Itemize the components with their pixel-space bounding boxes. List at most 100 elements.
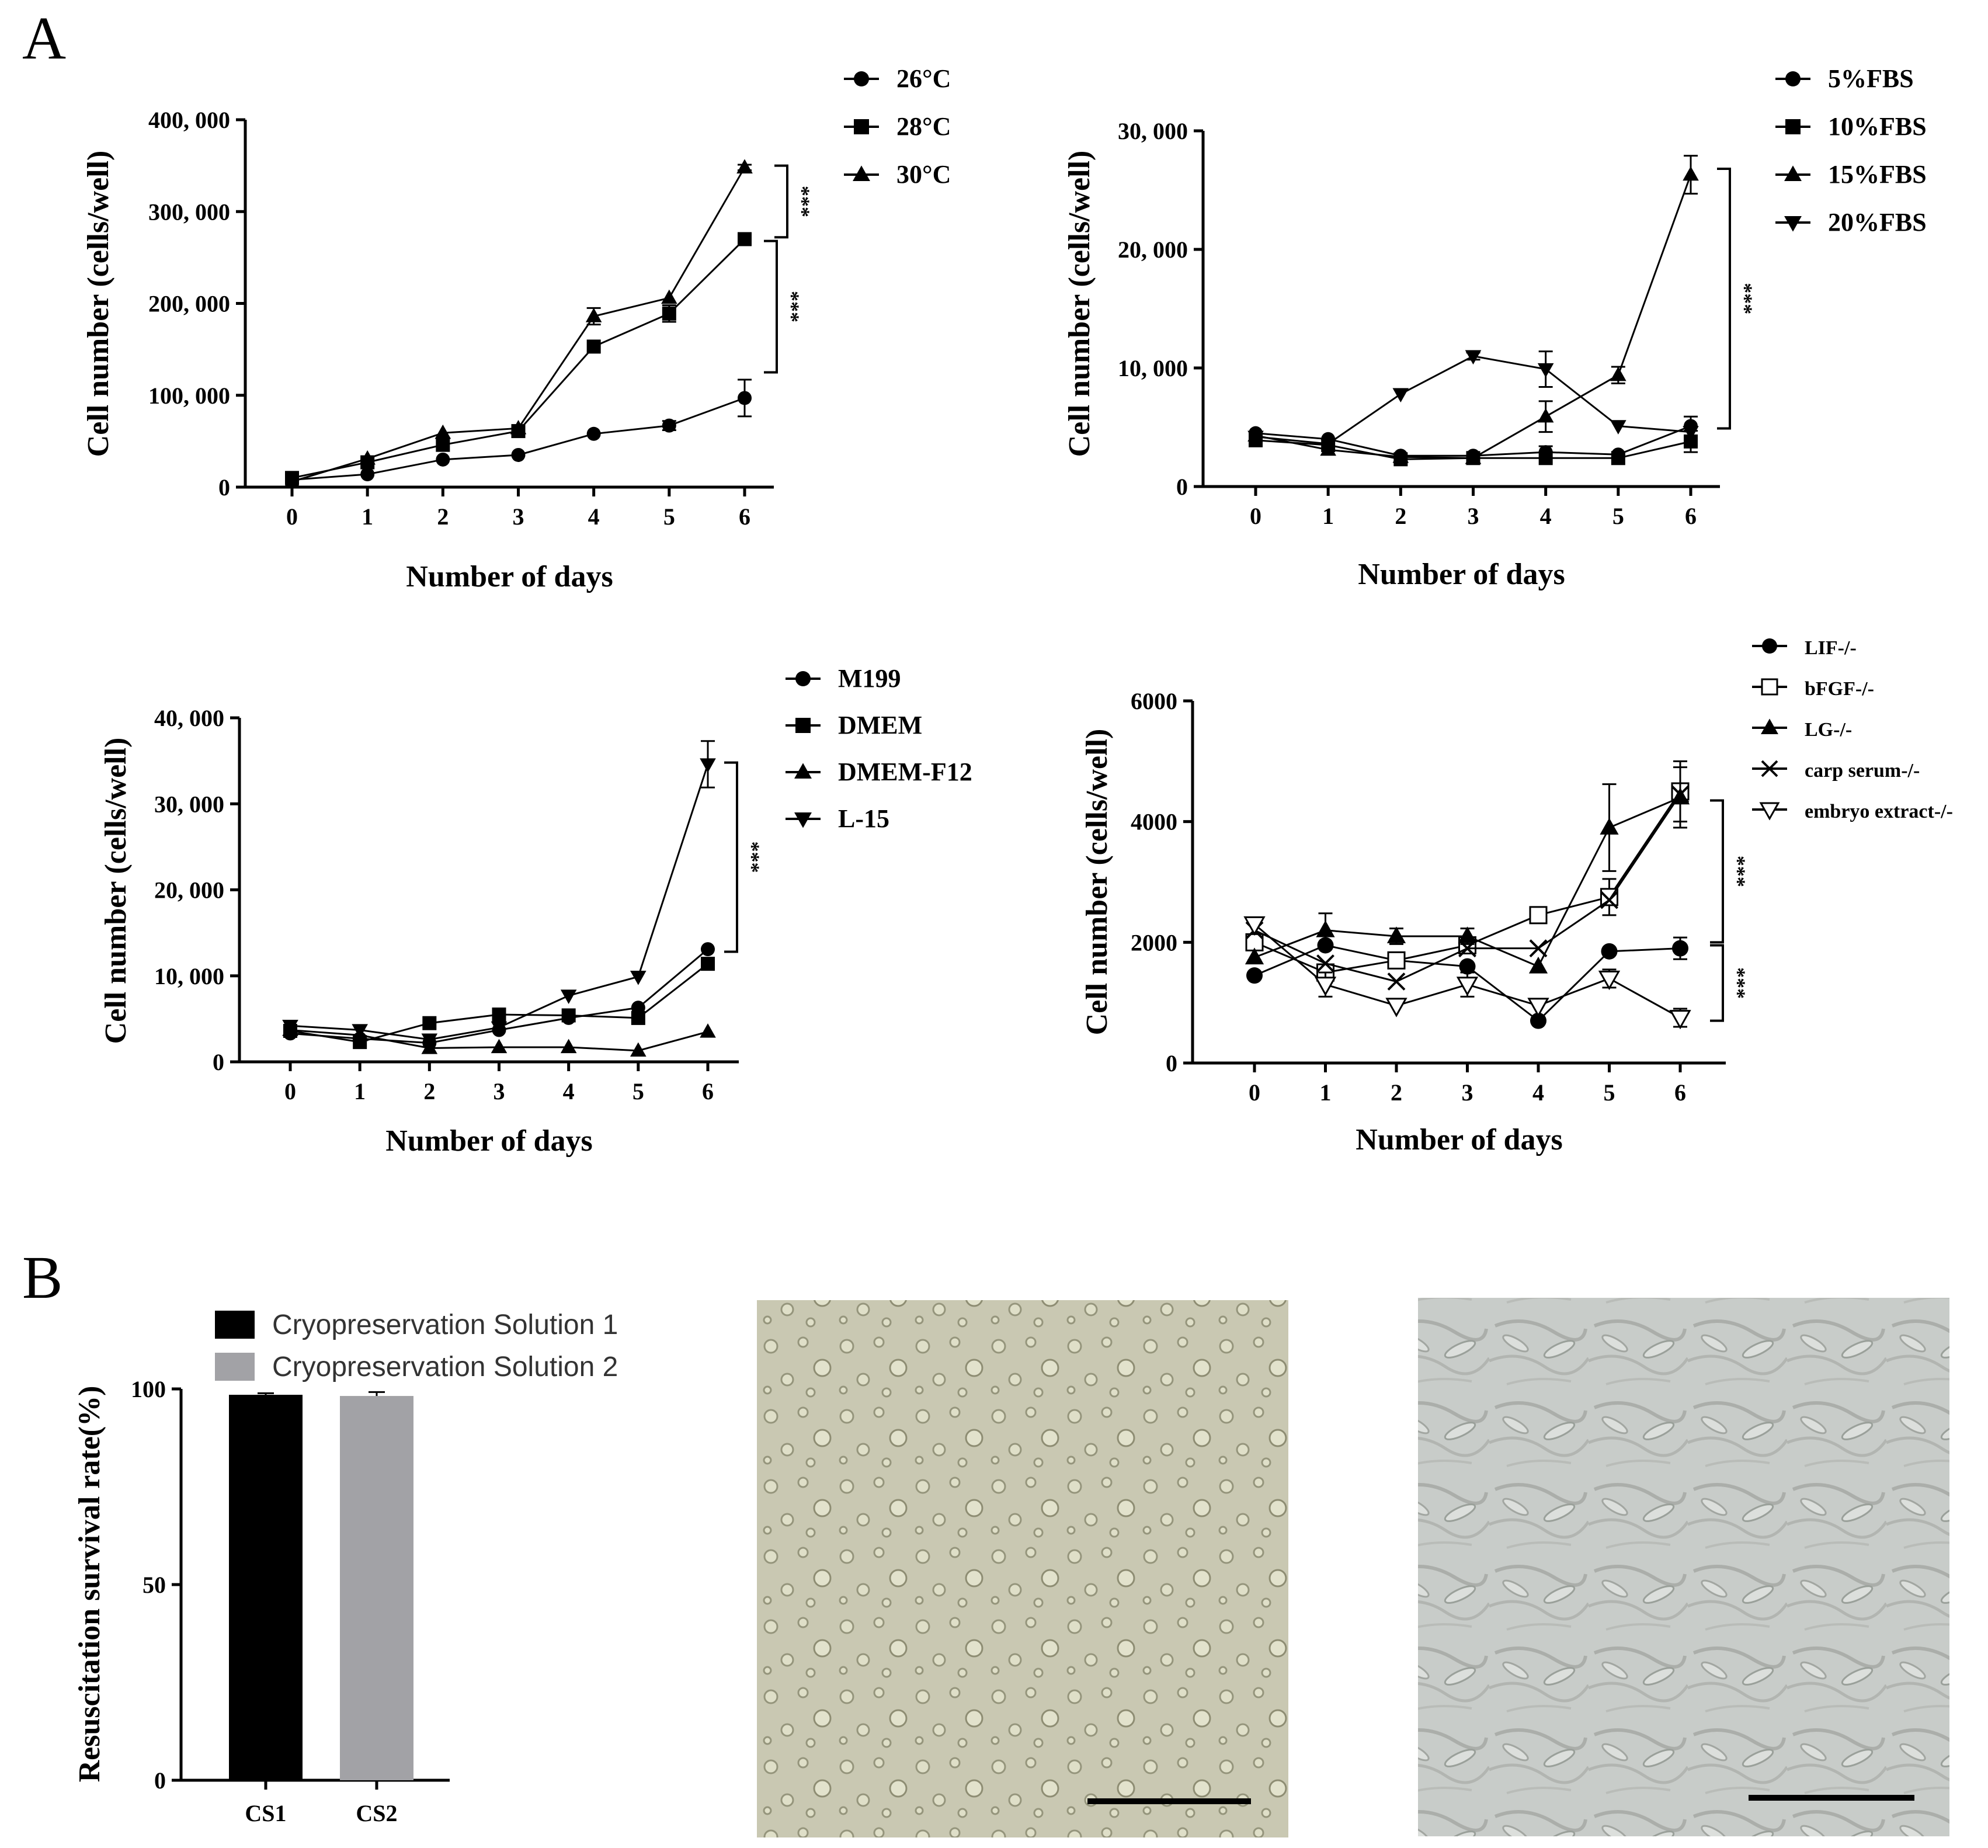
y-tick-label: 0: [1176, 474, 1188, 500]
legend-label: LIF-/-: [1805, 637, 1857, 659]
x-tick-label: 4: [563, 1078, 575, 1104]
data-point: [359, 450, 376, 465]
series-4: [1243, 916, 1691, 1030]
chart-temperature: 0 100, 000 200, 000 300, 000 400, 000 0 1 2 3 4 5 6…: [82, 64, 951, 593]
legend-label: embryo extract-/-: [1805, 801, 1953, 822]
x-tick-label: 4: [588, 503, 600, 530]
x-tick-label: 6: [702, 1078, 714, 1104]
data-point: [1598, 970, 1621, 991]
data-point: [1465, 350, 1482, 365]
x-tick-label: 5: [663, 503, 675, 530]
legend: M199 DMEM DMEM-F12 L-15: [786, 664, 972, 833]
y-axis-title: Cell number (cells/well): [99, 738, 133, 1044]
y-tick-label: 40, 000: [154, 705, 224, 731]
data-point: [630, 971, 647, 985]
x-tick-label: 5: [1604, 1079, 1615, 1106]
data-point: [1386, 926, 1406, 943]
data-point: [560, 1038, 577, 1054]
data-point: [1600, 818, 1619, 835]
y-tick-label: 400, 000: [148, 107, 230, 133]
data-point: [736, 159, 753, 173]
data-point: [1601, 943, 1618, 960]
legend-marker: [794, 763, 812, 779]
y-axis-title: Cell number (cells/well): [1063, 151, 1096, 457]
legend-marker: [795, 671, 811, 686]
legend-marker: [853, 165, 870, 182]
data-point: [1243, 916, 1266, 936]
data-point: [1600, 891, 1618, 909]
series-2: [284, 159, 753, 488]
legend-label: Cryopreservation Solution 2: [272, 1352, 618, 1382]
data-point: [491, 1038, 508, 1054]
legend-label: 26°C: [896, 64, 951, 93]
data-point: [352, 1024, 368, 1038]
x-tick-label: 3: [493, 1078, 505, 1104]
bar: [229, 1395, 303, 1780]
panel-letter-b: B: [22, 1244, 62, 1311]
y-axis-title: Resuscitation survival rate(%): [73, 1386, 106, 1783]
data-point: [560, 989, 577, 1005]
data-point: [282, 1019, 298, 1034]
significance-bracket: [774, 164, 788, 239]
x-tick-label: 1: [1322, 503, 1334, 529]
series-1: [285, 232, 752, 485]
panel-letter-a: A: [22, 5, 66, 72]
x-tick-label: 6: [1685, 503, 1697, 529]
y-tick-label: 20, 000: [154, 877, 224, 904]
data-point: [701, 957, 715, 971]
y-tick-label: 10, 000: [154, 963, 224, 989]
series-1: [283, 957, 715, 1050]
data-point: [436, 452, 450, 467]
legend: Cryopreservation Solution 1 Cryopreservat…: [215, 1309, 618, 1382]
legend-label: 5%FBS: [1828, 64, 1914, 93]
legend-marker: [1784, 216, 1802, 232]
data-point: [630, 1042, 647, 1057]
data-point: [1316, 920, 1335, 937]
x-tick-label: 1: [1320, 1079, 1332, 1106]
chart-fbs: 0 10, 000 20, 000 30, 000 0 1 2 3 4 5 6 Number of d…: [1063, 64, 1927, 591]
data-point: [421, 1033, 438, 1048]
legend: 26°C 28°C 30°C: [844, 64, 951, 189]
legend: LIF-/- bFGF-/- LG-/- carp serum-/- embryo ex…: [1752, 637, 1953, 822]
legend-label: 20%FBS: [1828, 208, 1927, 237]
legend-marker: [1761, 718, 1778, 735]
x-tick-label: 5: [632, 1078, 644, 1104]
data-point: [1392, 388, 1409, 403]
x-tick-label: 3: [1462, 1079, 1473, 1106]
significance-label: ***: [1733, 283, 1757, 314]
data-point: [561, 1008, 576, 1023]
legend-label: 28°C: [896, 112, 951, 141]
data-point: [510, 419, 527, 435]
data-point: [1316, 954, 1334, 972]
data-point: [435, 424, 451, 439]
data-point: [1610, 366, 1626, 381]
significance-bracket: [724, 761, 738, 953]
data-point: [1530, 1012, 1546, 1029]
x-tick-label: 6: [739, 503, 750, 530]
data-point: [1538, 451, 1553, 466]
data-point: [662, 306, 676, 321]
series-2: [1247, 155, 1699, 464]
series-line: [1255, 174, 1692, 459]
legend-marker: [1785, 71, 1801, 86]
series-line: [290, 764, 709, 1041]
legend-label: Cryopreservation Solution 1: [272, 1309, 618, 1340]
series-2: [1245, 766, 1690, 974]
legend-marker: [795, 718, 811, 733]
significance-bracket: [1710, 799, 1724, 944]
y-tick-label: 30, 000: [1118, 118, 1188, 144]
legend-marker: [854, 71, 869, 86]
data-point: [1529, 906, 1548, 925]
data-point: [1385, 998, 1407, 1017]
y-tick-label: 0: [154, 1767, 166, 1794]
legend-marker: [1759, 802, 1780, 821]
data-point: [436, 437, 450, 452]
data-point: [1456, 977, 1479, 996]
legend-label: LG-/-: [1805, 719, 1852, 741]
data-point: [701, 942, 715, 957]
x-tick-label: 2: [1395, 503, 1406, 529]
data-point: [284, 473, 300, 488]
data-point: [1392, 448, 1409, 463]
x-axis-title: Number of days: [406, 560, 613, 593]
